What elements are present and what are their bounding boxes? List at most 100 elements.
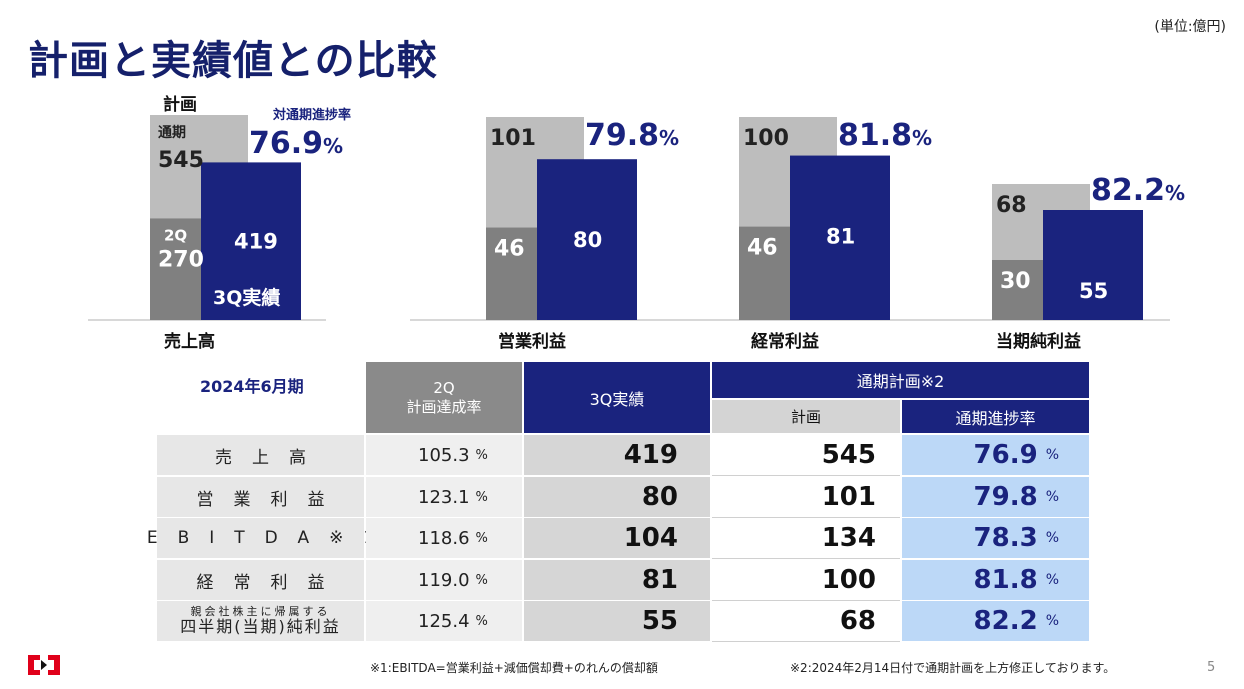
cell-plan-value-2: 134 — [821, 523, 876, 553]
cell-progress-value-0: 76.9 — [973, 440, 1038, 470]
category-label-2: 経常利益 — [751, 331, 819, 352]
cell-2q-value-3: 119.0 — [418, 569, 470, 591]
progress-value-2: 81.8 — [838, 118, 912, 153]
cell-2q-pct-0: % — [475, 447, 488, 463]
full-year-value-label-2: 100 — [743, 126, 789, 151]
col-header-progress: 通期進捗率 — [902, 400, 1089, 433]
full-year-legend-label: 通期 — [158, 125, 186, 141]
progress-label-2: 81.8% — [838, 118, 932, 153]
cell-progress-pct-1: % — [1045, 489, 1059, 505]
progress-value-3: 82.2 — [1091, 173, 1165, 208]
cell-progress-pct-2: % — [1045, 530, 1059, 546]
row-label-0: 売上高 — [157, 435, 364, 475]
progress-value-0: 76.9 — [249, 126, 323, 161]
cell-3q-actual-3: 81 — [524, 560, 710, 600]
unit-label: (単位:億円) — [1154, 19, 1226, 35]
cell-plan-3: 100 — [712, 560, 900, 600]
cell-plan-value-1: 101 — [821, 482, 876, 512]
cell-3q-value-3: 81 — [641, 565, 678, 595]
footnote-ebitda: ※1:EBITDA=営業利益+減価償却費+のれんの償却額 — [370, 661, 658, 675]
cell-plan-0: 545 — [712, 435, 900, 475]
cell-2q-pct-3: % — [475, 572, 488, 588]
cell-2q-achievement-4: 125.4% — [366, 601, 522, 641]
cell-2q-pct-1: % — [475, 489, 488, 505]
plan-legend-label: 計画 — [163, 95, 197, 115]
category-label-0: 売上高 — [164, 331, 215, 352]
cell-progress-pct-3: % — [1045, 572, 1059, 588]
comparison-chart: 通期 545 2Q 270 419 3Q実績 76.9% 売上高 101 46 80 79.8% 営業利… — [88, 115, 1185, 352]
progress-unit-0: % — [323, 134, 343, 158]
col-header-2q-title: 2Q — [433, 378, 455, 397]
row-label-text-0: 売上高 — [215, 447, 326, 468]
page-title: 計画と実績値との比較 — [28, 38, 438, 84]
q2-value-label-2: 46 — [747, 236, 778, 261]
full-year-value-label-3: 68 — [996, 193, 1027, 218]
cell-3q-actual-1: 80 — [524, 477, 710, 517]
cell-3q-value-1: 80 — [641, 482, 678, 512]
row-label-text-3: 経常利益 — [196, 572, 345, 593]
cell-2q-value-4: 125.4 — [418, 610, 470, 632]
cell-3q-value-0: 419 — [623, 440, 678, 470]
cell-plan-value-4: 68 — [839, 606, 876, 636]
actual-value-label-3: 55 — [1079, 279, 1108, 303]
progress-label-1: 79.8% — [585, 118, 679, 153]
category-label-1: 営業利益 — [498, 331, 566, 352]
cell-progress-0: 76.9% — [902, 435, 1089, 475]
page-number: 5 — [1207, 660, 1216, 675]
bar-3q-actual-1 — [537, 159, 637, 320]
cell-2q-value-1: 123.1 — [418, 486, 470, 508]
row-label-3: 経常利益 — [157, 560, 364, 600]
row-label-text-4: 四半期(当期)純利益 — [180, 617, 341, 637]
q2-value-label-3: 30 — [1000, 269, 1031, 294]
row-label-4: 親会社株主に帰属する 四半期(当期)純利益 — [157, 601, 364, 641]
row-label-1: 営業利益 — [157, 477, 364, 517]
actual-legend-label: 3Q実績 — [213, 286, 280, 309]
actual-value-label-0: 419 — [234, 229, 278, 253]
cell-progress-1: 79.8% — [902, 477, 1089, 517]
footnote-plan-revision: ※2:2024年2月14日付で通期計画を上方修正しております。 — [790, 661, 1116, 675]
progress-unit-2: % — [912, 126, 932, 150]
cell-2q-achievement-1: 123.1% — [366, 477, 522, 517]
progress-label-0: 76.9% — [249, 126, 343, 161]
cell-progress-3: 81.8% — [902, 560, 1089, 600]
col-header-2q: 2Q 計画達成率 — [366, 362, 522, 433]
row-label-text-1: 営業利益 — [196, 489, 345, 510]
cell-2q-pct-2: % — [475, 530, 488, 546]
actual-value-label-1: 80 — [573, 228, 602, 252]
col-header-2q-sub: 計画達成率 — [406, 397, 482, 416]
company-logo-icon — [28, 655, 60, 675]
cell-plan-1: 101 — [712, 477, 900, 517]
cell-progress-value-4: 82.2 — [973, 606, 1038, 636]
cell-progress-pct-0: % — [1045, 447, 1059, 463]
category-label-3: 当期純利益 — [996, 331, 1081, 352]
cell-progress-value-3: 81.8 — [973, 565, 1038, 595]
q2-value-label-1: 46 — [494, 237, 525, 262]
row-divider-1 — [712, 517, 900, 518]
cell-plan-4: 68 — [712, 601, 900, 641]
progress-label-3: 82.2% — [1091, 173, 1185, 208]
row-divider-0 — [712, 475, 900, 476]
bar-3q-actual-3 — [1043, 210, 1143, 320]
actual-value-label-2: 81 — [826, 225, 855, 249]
row-divider-2 — [712, 558, 900, 559]
cell-2q-achievement-0: 105.3% — [366, 435, 522, 475]
progress-heading: 対通期進捗率 — [273, 108, 352, 123]
cell-plan-value-0: 545 — [821, 440, 876, 470]
cell-2q-achievement-2: 118.6% — [366, 518, 522, 558]
col-header-full-plan: 通期計画※2 — [712, 362, 1089, 398]
cell-plan-value-3: 100 — [821, 565, 876, 595]
progress-unit-3: % — [1165, 181, 1185, 205]
cell-3q-actual-0: 419 — [524, 435, 710, 475]
cell-progress-pct-4: % — [1045, 613, 1059, 629]
full-year-value-label-0: 545 — [158, 148, 204, 173]
cell-progress-value-2: 78.3 — [973, 523, 1038, 553]
q2-legend-label: 2Q — [164, 226, 187, 244]
q2-value-label-0: 270 — [158, 247, 204, 272]
cell-3q-value-4: 55 — [641, 606, 678, 636]
cell-progress-value-1: 79.8 — [973, 482, 1038, 512]
cell-3q-actual-2: 104 — [524, 518, 710, 558]
cell-2q-achievement-3: 119.0% — [366, 560, 522, 600]
cell-2q-pct-4: % — [475, 613, 488, 629]
progress-unit-1: % — [659, 126, 679, 150]
row-divider-3 — [712, 600, 900, 601]
